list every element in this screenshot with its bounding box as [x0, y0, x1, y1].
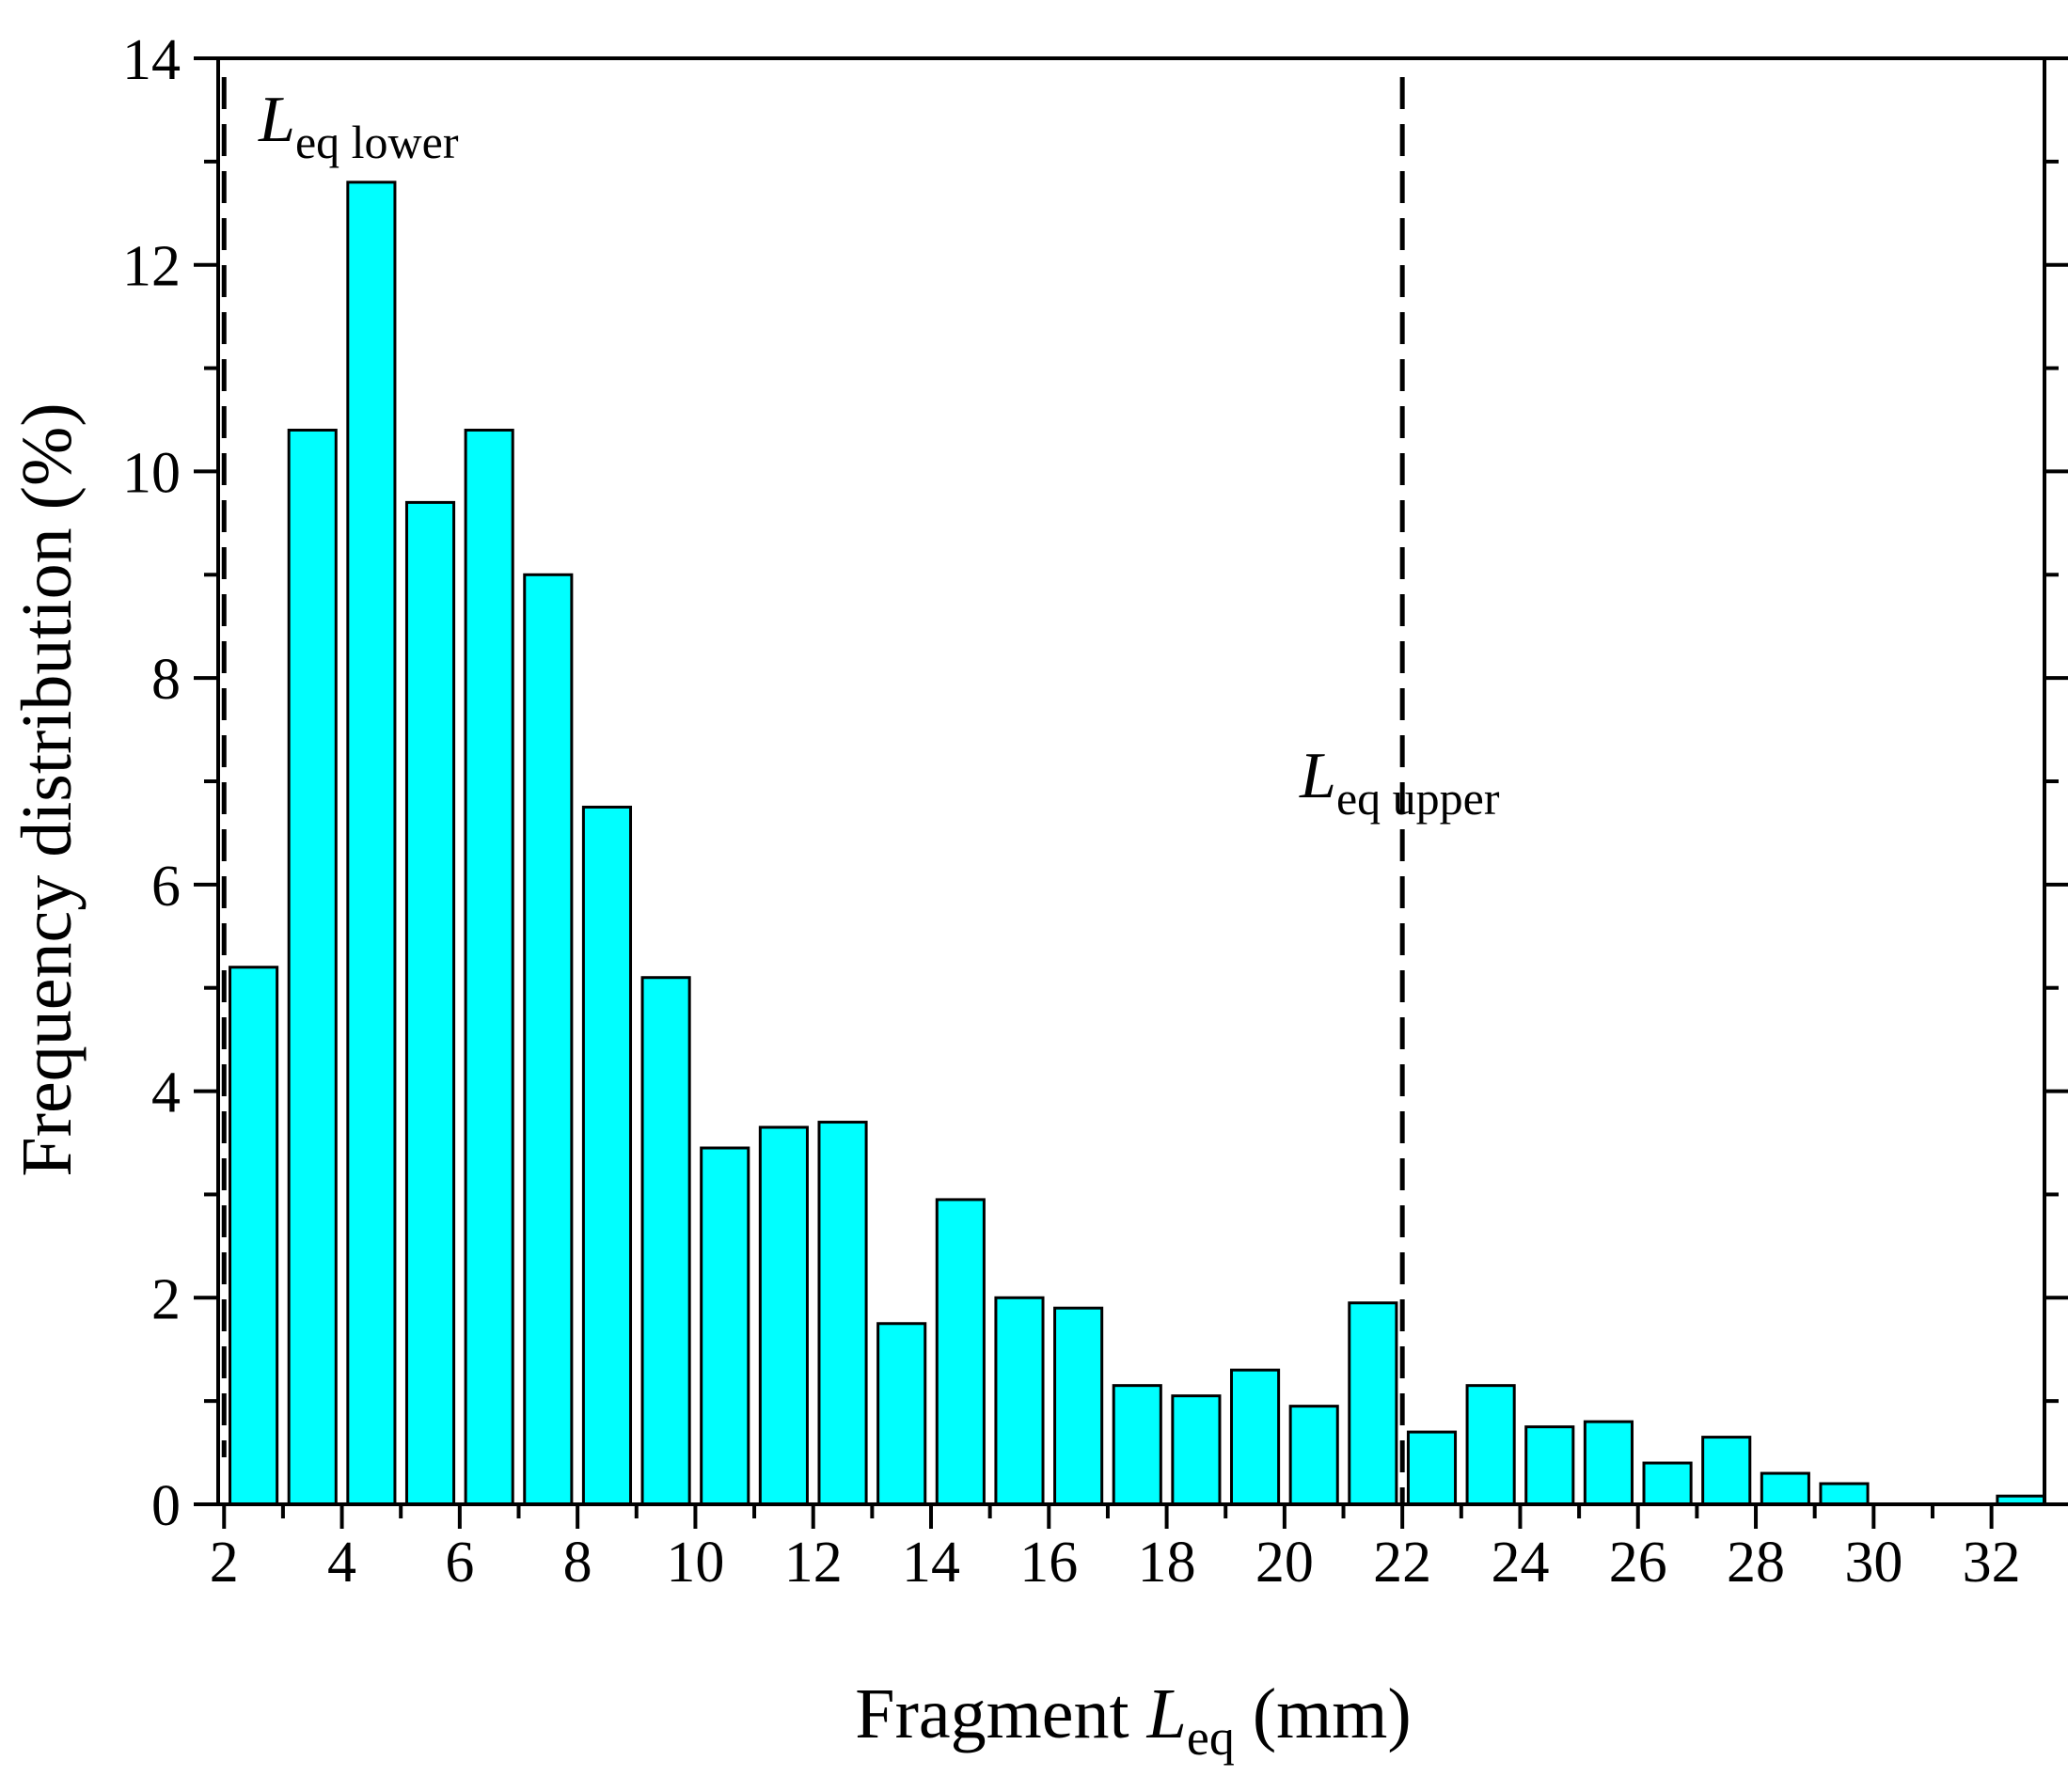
leq-lower-var: L — [258, 84, 295, 156]
x-tick-label: 28 — [1727, 1531, 1785, 1595]
bar — [581, 805, 633, 1506]
x-tick-label: 14 — [902, 1531, 960, 1595]
x-tick-label: 20 — [1255, 1531, 1314, 1595]
bars-group — [229, 181, 2046, 1506]
x-tick-label: 8 — [563, 1531, 592, 1595]
bar — [1760, 1471, 1810, 1506]
y-tick-label: 14 — [122, 28, 181, 92]
reference-lines-group — [221, 77, 1405, 1504]
bar — [523, 573, 574, 1506]
x-tick-label: 16 — [1019, 1531, 1078, 1595]
x-axis-title: Fragment Leq (mm) — [855, 1674, 1411, 1766]
bar — [1465, 1384, 1516, 1506]
x-axis-title-suffix: (mm) — [1235, 1674, 1412, 1753]
x-tick-label: 22 — [1373, 1531, 1431, 1595]
bar — [1642, 1461, 1693, 1506]
bar — [1171, 1394, 1222, 1506]
x-tick-label: 32 — [1963, 1531, 2021, 1595]
bar — [1053, 1306, 1104, 1506]
y-tick-label: 8 — [151, 648, 181, 712]
y-tick-label: 4 — [151, 1061, 181, 1125]
bar — [758, 1125, 809, 1506]
leq-upper-label: Leq upper — [1299, 740, 1500, 825]
y-tick-label: 0 — [151, 1474, 181, 1538]
bar — [1701, 1436, 1752, 1506]
bar — [1348, 1301, 1398, 1506]
x-axis-title-sub: eq — [1187, 1709, 1235, 1766]
bar — [700, 1146, 750, 1506]
bar — [1524, 1425, 1575, 1506]
x-tick-label: 30 — [1844, 1531, 1902, 1595]
y-tick-label: 6 — [151, 855, 181, 919]
bar — [876, 1322, 927, 1506]
bar — [346, 181, 397, 1506]
bar — [1406, 1430, 1458, 1506]
bar — [1229, 1368, 1281, 1506]
bar — [994, 1296, 1045, 1506]
bar — [817, 1121, 868, 1506]
x-tick-label: 12 — [784, 1531, 843, 1595]
leq-upper-var: L — [1299, 740, 1336, 812]
bar — [464, 428, 514, 1506]
y-axis-title: Frequency distribution (%) — [8, 402, 87, 1176]
y-tick-label: 12 — [122, 235, 181, 299]
y-tick-label: 10 — [122, 441, 181, 505]
bar — [935, 1198, 986, 1506]
y-tick-label: 2 — [151, 1267, 181, 1331]
leq-upper-sub: eq upper — [1336, 772, 1500, 825]
bar — [287, 428, 338, 1506]
leq-lower-label: Leq lower — [258, 84, 459, 168]
bar — [404, 500, 456, 1506]
x-tick-label: 18 — [1138, 1531, 1196, 1595]
leq-lower-sub: eq lower — [295, 116, 459, 168]
bar — [640, 976, 691, 1506]
x-tick-label: 2 — [210, 1531, 239, 1595]
x-tick-label: 24 — [1491, 1531, 1549, 1595]
bar — [229, 966, 279, 1506]
x-tick-label: 4 — [327, 1531, 356, 1595]
bar — [1112, 1384, 1162, 1506]
x-tick-label: 6 — [445, 1531, 474, 1595]
x-tick-label: 10 — [666, 1531, 724, 1595]
bar — [1819, 1482, 1870, 1506]
x-axis-title-prefix: Fragment — [855, 1674, 1146, 1753]
x-axis-title-var: L — [1146, 1674, 1187, 1753]
bar — [1288, 1405, 1339, 1506]
x-tick-label: 26 — [1609, 1531, 1667, 1595]
bar — [1583, 1420, 1634, 1506]
